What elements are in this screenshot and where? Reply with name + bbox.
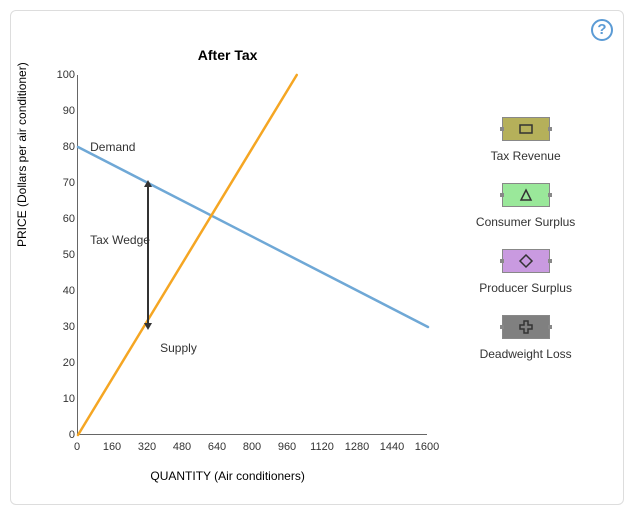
y-tick: 80: [55, 141, 75, 153]
chart-container: After Tax PRICE (Dollars per air conditi…: [19, 47, 436, 487]
plot-area: [77, 75, 427, 435]
x-tick: 480: [173, 441, 191, 453]
y-axis-label: PRICE (Dollars per air conditioner): [15, 62, 29, 247]
help-icon[interactable]: ?: [591, 19, 613, 41]
tax_wedge-label: Tax Wedge: [90, 233, 150, 247]
x-tick: 640: [208, 441, 226, 453]
plus-icon: [518, 319, 534, 335]
y-tick: 20: [55, 357, 75, 369]
chart-title: After Tax: [19, 47, 436, 63]
y-tick: 60: [55, 213, 75, 225]
x-tick: 160: [103, 441, 121, 453]
x-axis-label: QUANTITY (Air conditioners): [19, 469, 436, 483]
x-tick: 0: [74, 441, 80, 453]
y-tick: 40: [55, 285, 75, 297]
y-tick: 30: [55, 321, 75, 333]
y-tick: 0: [55, 429, 75, 441]
supply-line: [78, 75, 297, 435]
supply-label: Supply: [160, 341, 197, 355]
demand-label: Demand: [90, 140, 135, 154]
content-row: After Tax PRICE (Dollars per air conditi…: [19, 19, 615, 487]
legend-label-producer_surplus: Producer Surplus: [479, 281, 572, 295]
x-tick: 1280: [345, 441, 369, 453]
legend-label-tax_revenue: Tax Revenue: [491, 149, 561, 163]
diamond-icon: [518, 253, 534, 269]
y-tick: 100: [55, 69, 75, 81]
x-tick: 1120: [310, 441, 334, 453]
rect-icon: [518, 121, 534, 137]
legend-label-deadweight_loss: Deadweight Loss: [480, 347, 572, 361]
legend-swatch-deadweight_loss[interactable]: [502, 315, 550, 339]
x-tick: 1440: [380, 441, 404, 453]
chart-card: ? After Tax PRICE (Dollars per air condi…: [10, 10, 624, 505]
y-tick: 10: [55, 393, 75, 405]
x-tick: 800: [243, 441, 261, 453]
legend-swatch-tax_revenue[interactable]: [502, 117, 550, 141]
plot-svg: [78, 75, 428, 435]
x-tick: 960: [278, 441, 296, 453]
legend-swatch-consumer_surplus[interactable]: [502, 183, 550, 207]
y-tick: 50: [55, 249, 75, 261]
x-tick: 320: [138, 441, 156, 453]
legend-label-consumer_surplus: Consumer Surplus: [476, 215, 575, 229]
legend-swatch-producer_surplus[interactable]: [502, 249, 550, 273]
legend: Tax Revenue Consumer Surplus Producer Surp…: [436, 47, 615, 373]
y-tick: 90: [55, 105, 75, 117]
y-tick: 70: [55, 177, 75, 189]
x-tick: 1600: [415, 441, 439, 453]
triangle-icon: [518, 187, 534, 203]
